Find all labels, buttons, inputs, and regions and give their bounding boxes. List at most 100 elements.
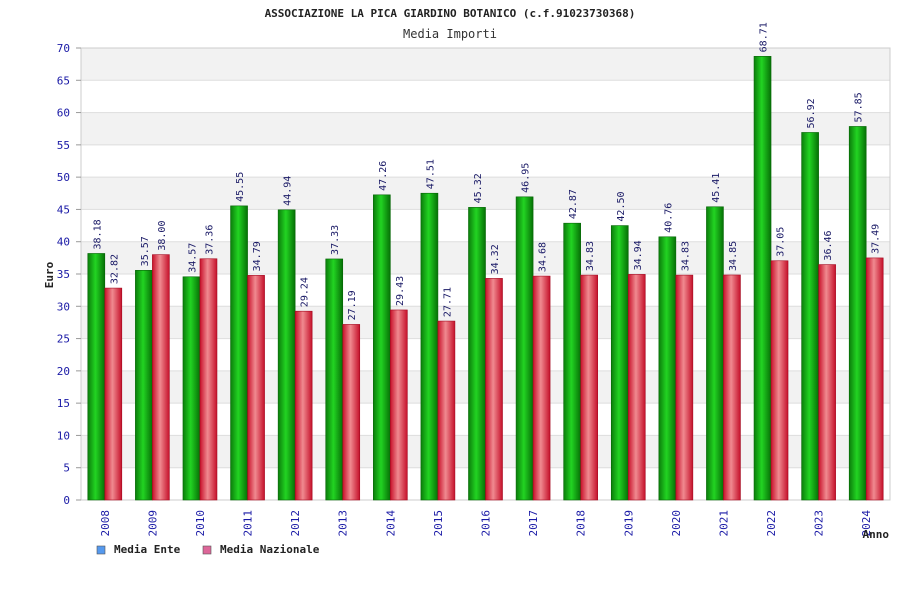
legend-label: Media Nazionale [220,543,320,556]
bar-media-nazionale [485,278,503,501]
bar-media-nazionale [437,320,456,501]
bar-media-nazionale [818,264,836,501]
y-tick-label: 15 [57,397,70,410]
bar-media-nazionale [770,260,789,501]
legend: Media Ente Media Nazionale [96,543,320,556]
bar-value-label: 44.94 [283,176,294,206]
y-tick-label: 30 [57,300,70,313]
bar-value-label: 34.83 [680,241,691,271]
bar-media-nazionale [104,287,123,501]
y-tick-label: 35 [57,268,70,281]
bar-media-nazionale [390,309,408,501]
bar-media-ente [801,132,819,501]
bar-value-label: 37.49 [871,224,882,254]
y-axis-ticks: 0 5 10 15 20 25 30 35 40 45 50 55 60 65 70 [57,42,81,507]
bar-value-label: 45.41 [711,173,722,203]
bar-value-label: 38.18 [92,219,103,249]
bar-value-label: 34.83 [585,241,596,271]
bar-media-nazionale [152,254,170,501]
x-tick-label: 2021 [717,510,730,537]
y-tick-label: 10 [57,429,70,442]
bar-media-nazionale [580,274,598,501]
bar-media-ente [515,196,534,501]
y-tick-label: 45 [57,203,70,216]
bar-value-label: 46.95 [521,163,532,193]
bar-media-ente [706,206,724,501]
bar-value-label: 37.33 [330,225,341,255]
y-tick-label: 50 [57,171,70,184]
bar-media-ente [563,222,581,501]
legend-label: Media Ente [114,543,181,556]
bar-value-label: 27.71 [442,287,453,317]
y-tick-label: 65 [57,74,70,87]
bar-value-label: 42.50 [616,191,627,221]
bar-value-label: 34.85 [728,241,739,271]
bar-media-nazionale [247,275,265,501]
bar-value-label: 32.82 [109,254,120,284]
y-axis-label: Euro [43,261,56,288]
bar-media-ente [420,192,439,501]
bar-media-ente [325,258,344,501]
y-tick-label: 25 [57,333,70,346]
y-tick-label: 60 [57,107,70,120]
bar-media-ente [753,56,772,501]
bar-media-ente [848,126,867,501]
x-tick-label: 2019 [622,510,635,537]
bar-media-nazionale [865,257,884,501]
bar-value-label: 34.94 [633,240,644,270]
x-tick-label: 2017 [527,510,540,537]
bar-value-label: 37.36 [204,225,215,255]
legend-swatch [96,545,106,555]
legend-swatch [202,545,212,555]
bar-media-nazionale [342,324,361,501]
bar-value-label: 36.46 [823,230,834,260]
bar-value-label: 27.19 [347,290,358,320]
x-tick-label: 2015 [432,510,445,537]
bar-media-ente [468,207,486,501]
bar-value-label: 45.32 [473,173,484,203]
bar-media-ente [610,225,629,501]
y-tick-label: 5 [63,462,70,475]
x-tick-label: 2010 [194,510,207,537]
x-tick-label: 2018 [575,510,588,537]
x-tick-label: 2023 [813,510,826,537]
bar-media-nazionale [723,274,741,501]
bar-media-ente [87,253,106,501]
bar-media-nazionale [675,274,694,501]
bar-value-label: 29.43 [395,276,406,306]
x-tick-label: 2012 [289,510,302,537]
bar-media-ente [373,194,391,501]
y-tick-label: 20 [57,365,70,378]
x-tick-label: 2011 [242,510,255,537]
bar-value-label: 45.55 [235,172,246,202]
bar-value-label: 34.68 [538,242,549,272]
bar-value-label: 40.76 [663,203,674,233]
y-tick-label: 55 [57,139,70,152]
y-tick-label: 40 [57,236,70,249]
x-tick-label: 2009 [146,510,159,537]
x-tick-label: 2008 [99,510,112,537]
bar-media-ente [658,236,677,501]
x-tick-label: 2024 [860,510,873,537]
bar-value-label: 56.92 [806,98,817,128]
bar-value-label: 68.71 [759,22,770,52]
bar-value-label: 57.85 [854,92,865,122]
bar-value-label: 35.57 [140,236,151,266]
bar-value-labels: 38.18 32.82 35.57 38.00 34.57 37.36 45.55 34.79… [92,22,881,320]
bar-media-nazionale [294,310,313,501]
chart-subtitle: Media Importi [403,27,497,41]
x-tick-label: 2022 [765,510,778,537]
bar-media-nazionale [532,275,551,501]
chart-title: ASSOCIAZIONE LA PICA GIARDINO BOTANICO (… [265,7,636,20]
bar-value-label: 34.79 [252,241,263,271]
bar-media-ente [135,270,153,501]
bar-value-label: 47.26 [378,161,389,191]
x-axis-label: Anno [863,528,890,541]
x-tick-label: 2013 [337,510,350,537]
bars-group [87,56,884,501]
x-tick-label: 2016 [480,510,493,537]
bar-media-nazionale [627,274,646,501]
y-tick-label: 70 [57,42,70,55]
